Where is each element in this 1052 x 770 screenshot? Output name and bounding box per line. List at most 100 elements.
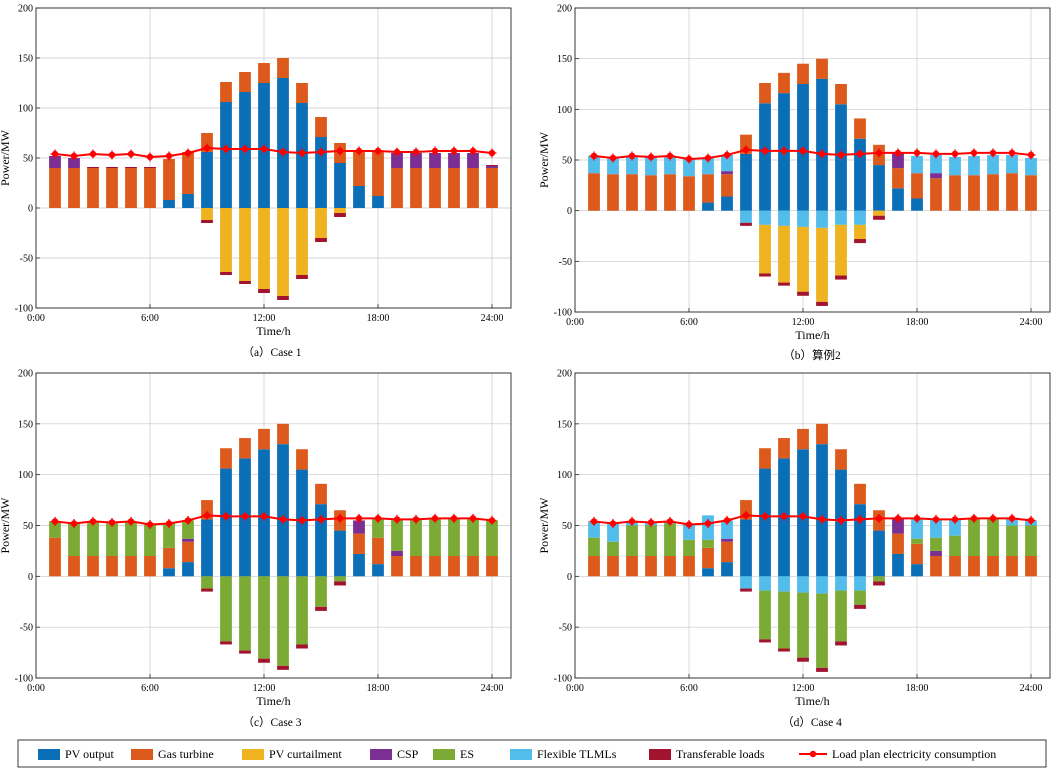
bar-es [144,524,156,556]
bar-flexible [683,158,695,177]
bar-csp [892,152,904,169]
bar-pv_curtailment [277,208,289,296]
bar-transferable [854,239,866,244]
bar-flexible [911,155,923,174]
x-tick-label: 18:00 [367,683,390,694]
load-plan-marker [798,146,808,156]
y-axis-label: Power/MW [0,497,12,554]
bar-gas_turbine [106,168,118,208]
bar-gas_turbine [391,168,403,208]
bar-flexible [588,155,600,174]
bar-gas_turbine [949,175,961,211]
bar-gas_turbine [467,556,479,577]
bar-pv_output [759,103,771,211]
bar-pv_curtailment [854,224,866,240]
load-plan-marker [164,518,174,528]
load-plan-marker [1007,148,1017,158]
bar-transferable [759,273,771,277]
bar-gas_turbine [201,133,213,152]
y-tick-label: -50 [559,623,572,634]
y-tick-label: 150 [18,54,33,65]
legend-item-pv_output: PV output [38,747,114,761]
bar-es [68,523,80,556]
load-plan-marker [183,515,193,525]
y-tick-label: 0 [567,206,572,217]
bar-transferable [239,650,251,654]
bar-gas_turbine [721,174,733,197]
bar-es [163,523,175,548]
legend-label: PV output [65,747,114,761]
bar-es [778,591,790,649]
legend-swatch-gas_turbine [131,749,153,760]
bar-transferable [277,296,289,300]
y-tick-label: -100 [554,674,572,685]
bar-es [125,521,137,556]
load-plan-marker [646,152,656,162]
bar-gas_turbine [626,556,638,577]
bar-flexible [949,519,961,536]
bar-pv_output [816,444,828,577]
bar-gas_turbine [353,151,365,186]
bar-gas_turbine [702,547,714,569]
bar-pv_output [702,568,714,577]
y-tick-label: -50 [20,623,33,634]
bar-pv_output [182,194,194,208]
chart-caption: （c）Case 3 [242,716,301,729]
bar-gas_turbine [778,438,790,459]
bar-flexible [987,154,999,175]
bar-pv_curtailment [835,224,847,276]
bar-gas_turbine [588,556,600,577]
bar-transferable [854,604,866,609]
bar-gas_turbine [410,168,422,208]
bar-gas_turbine [163,547,175,569]
x-tick-label: 0:00 [27,313,45,324]
bar-transferable [835,275,847,280]
load-plan-marker [1026,515,1036,525]
bar-gas_turbine [607,174,619,211]
bar-es [239,576,251,651]
legend-label: Load plan electricity consumption [832,747,996,761]
load-plan-marker [627,151,637,161]
bar-transferable [106,167,118,168]
x-tick-label: 12:00 [792,683,815,694]
load-plan-marker [703,153,713,163]
bar-flexible [797,576,809,593]
bar-transferable [220,641,232,645]
bar-flexible [930,154,942,174]
bar-gas_turbine [68,556,80,577]
legend-item-es: ES [433,747,474,761]
y-tick-label: 100 [18,104,33,115]
load-plan-marker [912,148,922,158]
bar-flexible [949,156,961,176]
bar-csp [721,538,733,542]
bar-pv_curtailment [220,208,232,272]
bar-es [816,593,828,668]
x-tick-label: 0:00 [27,683,45,694]
bar-es [258,576,270,659]
load-plan-marker [221,144,231,154]
bar-pv_curtailment [816,227,828,302]
bar-pv_output [911,564,923,577]
bar-gas_turbine [220,82,232,102]
bar-pv_output [334,530,346,577]
chart-panel-3: -100 -50 0 50 100 150 200 0:00 6:00 12:00 18:00 24:… [0,369,512,729]
legend-item-load_plan: Load plan electricity consumption [799,747,996,761]
bar-es [873,576,885,582]
bar-pv_curtailment [759,224,771,274]
bar-es [87,521,99,556]
bar-transferable [759,639,771,643]
bar-gas_turbine [664,556,676,577]
chart-panel-1: -100 -50 0 50 100 150 200 0:00 6:00 12:00 18:00 24:… [0,4,512,359]
bar-flexible [721,154,733,172]
bar-transferable [816,667,828,672]
bar-transferable [125,167,137,168]
load-plan-marker [608,518,618,528]
load-plan-marker [950,514,960,524]
y-tick-label: 50 [23,521,33,532]
bar-gas_turbine [87,168,99,208]
x-axis-label: Time/h [256,694,290,708]
bar-pv_output [372,564,384,577]
load-plan-marker [589,516,599,526]
y-tick-label: -50 [20,254,33,265]
legend-swatch-es [433,749,455,760]
